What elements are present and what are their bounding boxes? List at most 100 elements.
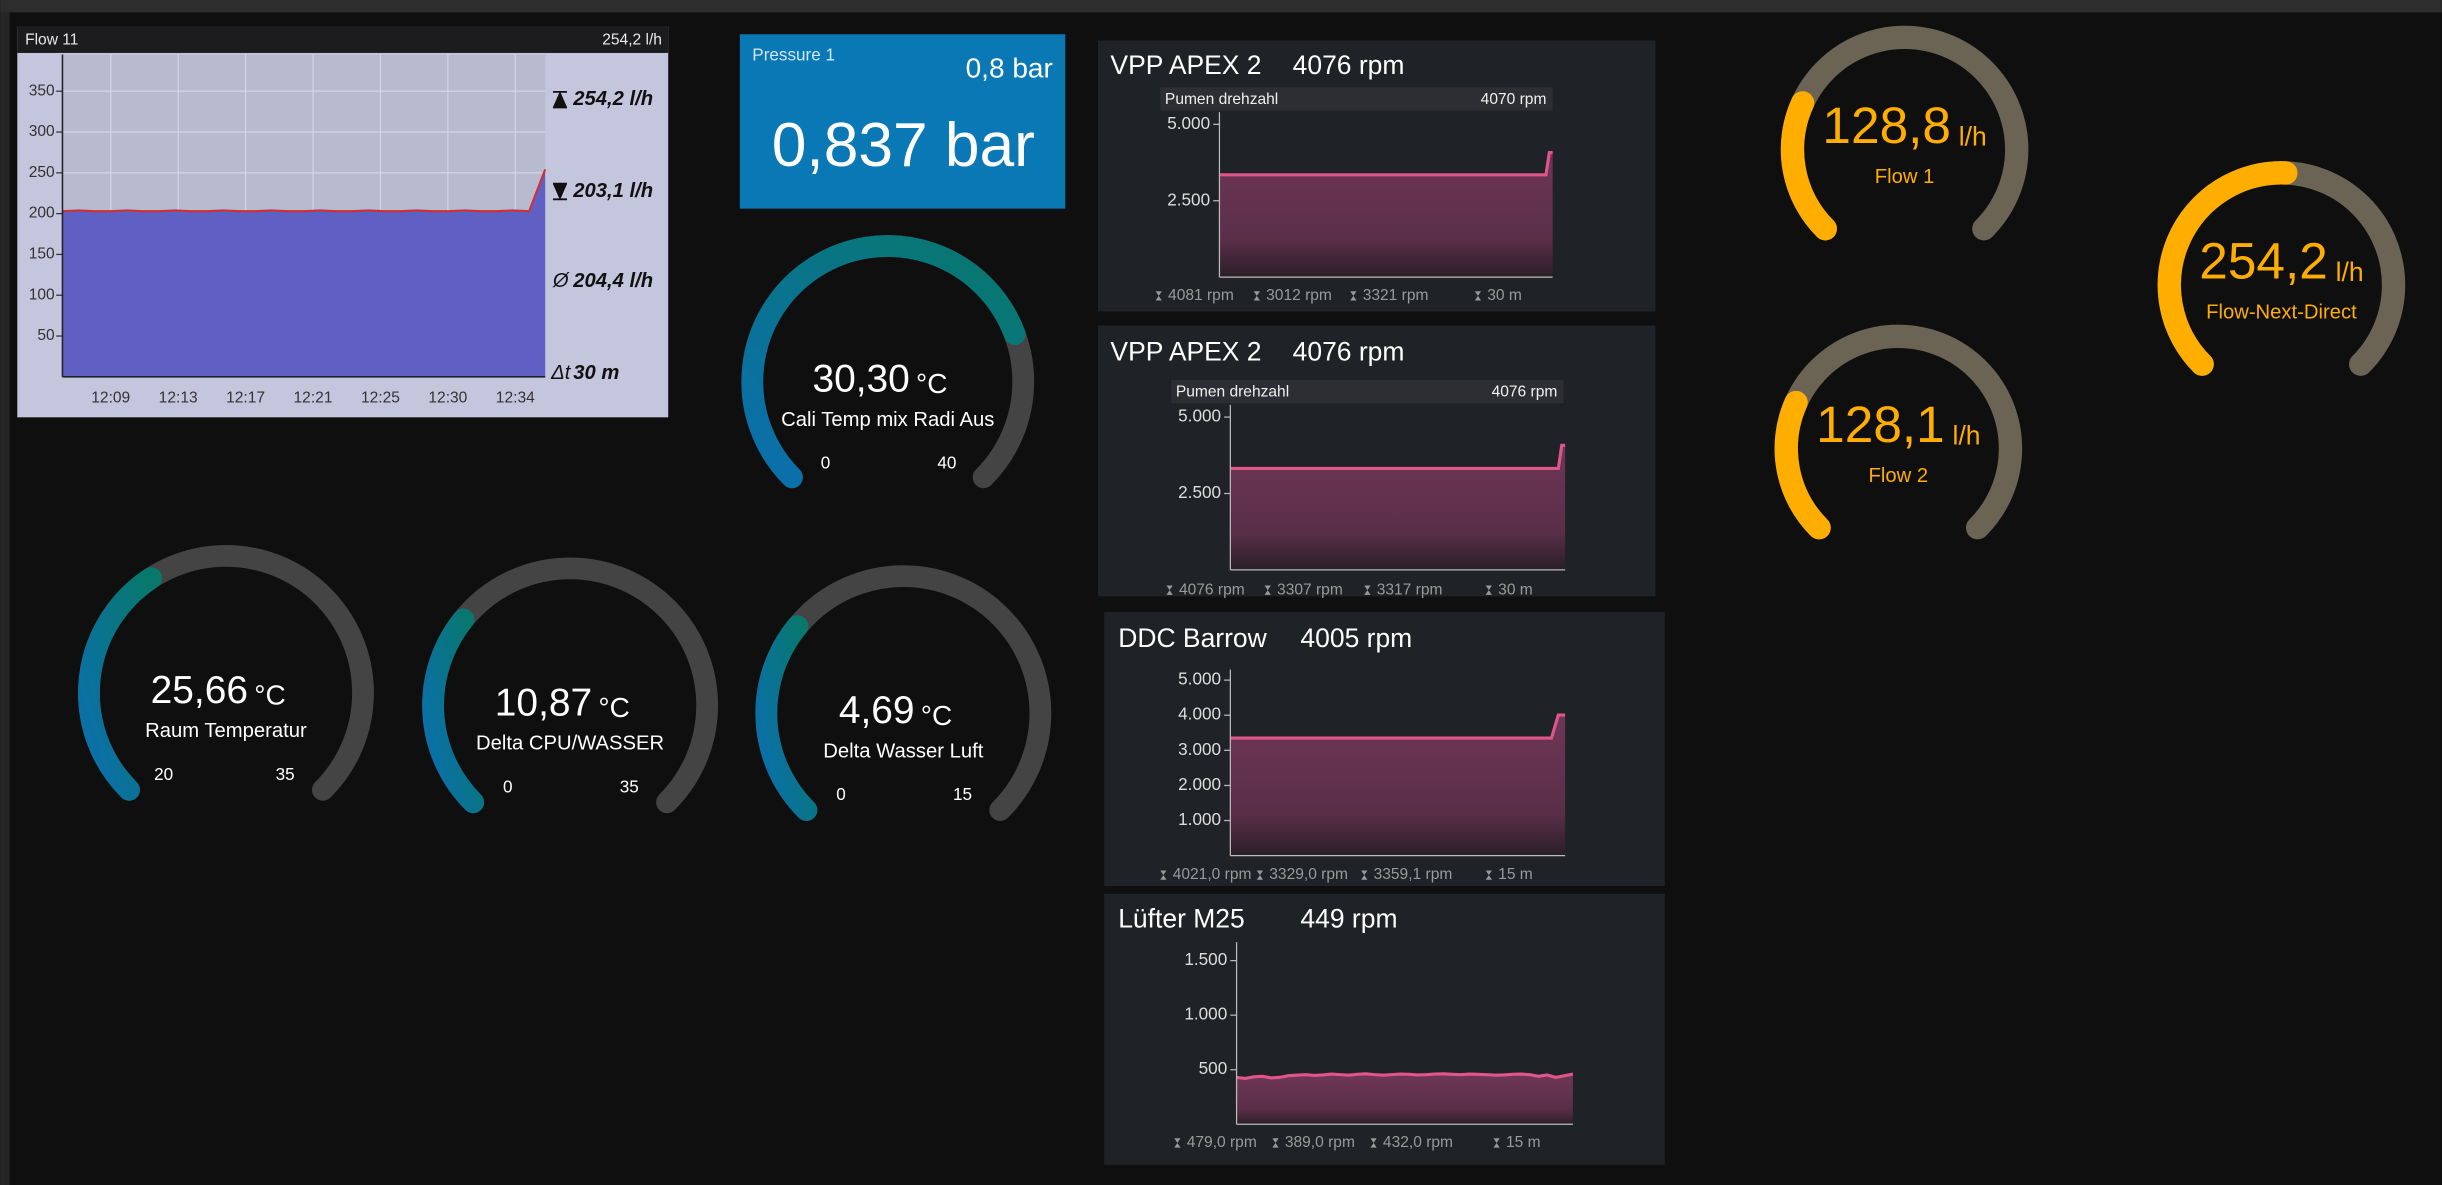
gauge-value: 128,8 l/h: [1822, 96, 1986, 154]
y-tick-label: 50: [37, 327, 55, 344]
area: [1230, 715, 1566, 856]
stat-value: 3359,1 rpm: [1374, 866, 1453, 883]
gauge-value-number: 254,2: [2199, 231, 2328, 289]
y-tick-label: 1.500: [1184, 950, 1227, 969]
x-tick-label: 12:25: [361, 390, 400, 407]
stat-value: 3307 rpm: [1277, 581, 1343, 598]
x-tick-label: 12:21: [294, 390, 333, 407]
y-tick-label: 4.000: [1178, 705, 1221, 724]
gauge-value-arc: [2157, 161, 2298, 376]
top-bar: [0, 0, 2442, 13]
gauge-label: Delta CPU/WASSER: [476, 733, 664, 755]
stat-icon: [1493, 1138, 1500, 1148]
panel-current: 4076 rpm: [1293, 336, 1405, 366]
y-tick-label: 2.000: [1178, 775, 1221, 794]
stat-value: 4081 rpm: [1168, 287, 1234, 304]
gauge-value-arc: [741, 235, 1026, 489]
gauge-value-arc: [78, 567, 163, 801]
line: [1230, 713, 1566, 740]
stat-icon: [1272, 1138, 1279, 1148]
stat-value: 203,1 l/h: [572, 180, 653, 202]
gauge-value-number: 128,8: [1822, 96, 1951, 154]
panel-title: Lüfter M25: [1118, 903, 1245, 933]
gauge-value-arc: [1774, 390, 1831, 540]
gauge-label: Flow 1: [1875, 166, 1935, 188]
line: [1236, 1072, 1574, 1081]
stat-value: 15 m: [1498, 866, 1533, 883]
gauge-unit: °C: [254, 680, 285, 711]
stat-value: 15 m: [1506, 1134, 1541, 1151]
gauge-value: 10,87 °C: [495, 682, 630, 725]
stat-symbol: Ø: [552, 270, 570, 292]
x-tick-label: 12:30: [428, 390, 467, 407]
line: [1230, 443, 1566, 470]
x-tick-label: 12:34: [496, 390, 535, 407]
gauge-value-arc: [755, 615, 818, 821]
legend-name: Pumen drehzahl: [1176, 384, 1289, 401]
stat-value: 3329,0 rpm: [1269, 866, 1348, 883]
gauge-value: 30,30 °C: [812, 358, 947, 401]
stat-value: 432,0 rpm: [1383, 1134, 1453, 1151]
gauge-min: 0: [503, 777, 513, 796]
y-tick-label: 5.000: [1178, 670, 1221, 689]
y-tick-label: 2.500: [1178, 483, 1221, 502]
gauge-max: 15: [953, 785, 972, 804]
stat-value: 479,0 rpm: [1187, 1134, 1257, 1151]
gauge-min: 20: [154, 765, 173, 784]
y-tick-label: 3.000: [1178, 740, 1221, 759]
gauge-unit: °C: [916, 369, 947, 400]
y-tick-label: 300: [29, 123, 55, 140]
x-tick-label: 12:17: [226, 390, 265, 407]
stat-symbol: Δt: [550, 362, 572, 384]
panel-title: DDC Barrow: [1118, 623, 1267, 653]
stat-value: 4021,0 rpm: [1173, 866, 1252, 883]
legend-bar: [1171, 379, 1564, 404]
area: [1236, 1073, 1573, 1125]
left-edge: [0, 12, 10, 1185]
stat-icon: [552, 182, 567, 201]
stat-value: 30 m: [1498, 581, 1533, 598]
gauge-max: 35: [620, 777, 639, 796]
y-tick-label: 150: [29, 246, 55, 263]
gauge-min: 0: [836, 785, 846, 804]
gauge-value-number: 4,69: [839, 689, 915, 732]
panel-current: 449 rpm: [1300, 903, 1397, 933]
tile-title: Pressure 1: [752, 46, 835, 65]
legend-value: 4076 rpm: [1492, 384, 1558, 401]
gauge-unit: l/h: [1953, 421, 1981, 451]
gauge-label: Delta Wasser Luft: [823, 740, 983, 762]
y-tick-label: 2.500: [1167, 190, 1210, 209]
gauge-value-number: 30,30: [812, 358, 909, 401]
stat-value: 3317 rpm: [1377, 581, 1443, 598]
stat-icon: [552, 90, 567, 109]
y-tick-label: 1.000: [1178, 810, 1221, 829]
stat-value: 3012 rpm: [1266, 287, 1332, 304]
stat-value: 4076 rpm: [1179, 581, 1245, 598]
y-tick-label: 350: [29, 82, 55, 99]
area: [62, 169, 546, 377]
pressure-tile: [739, 34, 1066, 209]
stat-value: 3321 rpm: [1363, 287, 1429, 304]
stat-value: 30 m: [573, 362, 619, 384]
gauge-max: 40: [937, 454, 956, 473]
panel-current: 254,2 l/h: [602, 32, 662, 49]
line: [62, 169, 547, 213]
panel-title: VPP APEX 2: [1110, 50, 1261, 80]
stat-value: 204,4 l/h: [572, 270, 653, 292]
gauge-value-number: 128,1: [1816, 395, 1945, 453]
y-tick-label: 500: [1199, 1059, 1228, 1078]
gauge-unit: l/h: [2336, 257, 2364, 287]
panel-title: Flow 11: [25, 32, 78, 49]
y-tick-label: 1.000: [1184, 1005, 1227, 1024]
panel-title: VPP APEX 2: [1110, 336, 1261, 366]
gauge-value-arc: [422, 608, 485, 814]
stat-icon: [1174, 1138, 1181, 1148]
gauge-value: 25,66 °C: [151, 669, 286, 712]
gauge-value-arc: [1780, 91, 1837, 241]
y-tick-label: 5.000: [1178, 407, 1221, 426]
gauge-value: 4,69 °C: [839, 689, 952, 732]
tile-reading: 0,837 bar: [772, 111, 1035, 180]
x-tick-label: 12:13: [159, 390, 198, 407]
